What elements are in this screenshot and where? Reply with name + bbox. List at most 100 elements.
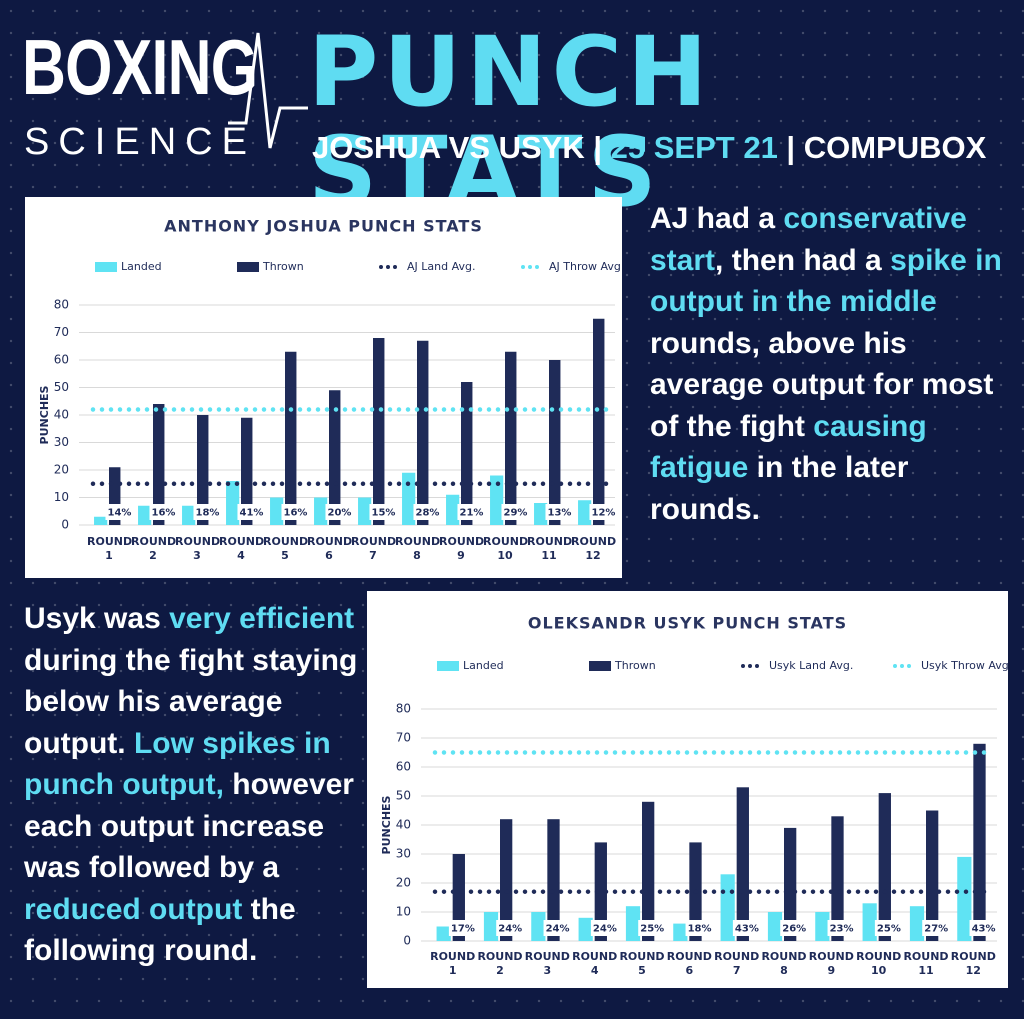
- x-tick-label: ROUND 5: [619, 950, 665, 977]
- data-label-box: [105, 504, 134, 520]
- bar: [461, 382, 473, 525]
- logo-pulse: [228, 32, 308, 149]
- bar: [736, 787, 749, 941]
- bar: [831, 816, 844, 941]
- bar: [549, 360, 561, 525]
- bar: [594, 842, 607, 941]
- text-segment: causing fatigue: [650, 409, 927, 485]
- data-label: 12%: [592, 508, 616, 519]
- x-tick-label: ROUND 7: [351, 535, 397, 562]
- bar: [182, 505, 196, 525]
- data-label: 16%: [152, 508, 176, 519]
- bar: [314, 497, 328, 525]
- data-label-box: [685, 920, 714, 936]
- subtitle: JOSHUA VS USYK | 25 SEPT 21 | COMPUBOX: [312, 128, 986, 168]
- paragraph: Usyk was very efficient during the fight…: [24, 598, 369, 972]
- chart-panel: OLEKSANDR USYK PUNCH STATS PUNCHES Landed T…: [367, 591, 1008, 988]
- y-tick-label: 80: [396, 702, 411, 716]
- legend-label: Landed: [121, 260, 162, 273]
- y-tick-label: 80: [54, 298, 69, 312]
- bar: [862, 903, 877, 941]
- data-label: 41%: [240, 508, 264, 519]
- data-label-box: [281, 504, 310, 520]
- data-label-box: [193, 504, 222, 520]
- text-segment: however each output increase was followe…: [24, 768, 354, 884]
- bar: [531, 912, 546, 941]
- data-label: 15%: [372, 508, 396, 519]
- bar: [197, 415, 209, 525]
- x-tick-label: ROUND 6: [307, 535, 353, 562]
- data-label-box: [448, 920, 477, 936]
- x-tick-label: ROUND 9: [808, 950, 854, 977]
- data-label-box: [827, 920, 856, 936]
- data-label: 18%: [196, 508, 220, 519]
- bar: [625, 906, 641, 941]
- x-tick-label: ROUND 6: [666, 950, 712, 977]
- x-tick-label: ROUND 8: [395, 535, 441, 562]
- data-label: 24%: [546, 924, 570, 935]
- bar: [358, 497, 372, 525]
- x-tick-label: ROUND 2: [131, 535, 177, 562]
- chart: OLEKSANDR USYK PUNCH STATS PUNCHES Landed T…: [380, 614, 1008, 948]
- bar: [547, 819, 560, 941]
- text-segment: very efficient: [169, 602, 355, 635]
- bar: [593, 318, 605, 525]
- data-label: 43%: [972, 924, 996, 935]
- chart-title: ANTHONY JOSHUA PUNCH STATS: [164, 217, 483, 236]
- data-label-box: [237, 504, 266, 520]
- legend-swatch: [437, 661, 459, 671]
- bar: [417, 340, 429, 525]
- data-label: 17%: [451, 924, 475, 935]
- data-label-box: [780, 920, 809, 936]
- text-segment: in the later rounds.: [650, 451, 909, 526]
- data-label: 13%: [548, 508, 572, 519]
- data-label-box: [457, 504, 486, 520]
- data-label: 25%: [877, 924, 901, 935]
- bar: [815, 912, 830, 941]
- y-tick-label: 30: [396, 847, 411, 861]
- y-tick-label: 0: [61, 518, 69, 532]
- data-label-box: [369, 504, 398, 520]
- page-title: PUNCH STATS: [308, 16, 713, 228]
- bar: [909, 906, 925, 941]
- data-label: 27%: [924, 924, 948, 935]
- y-tick-label: 0: [403, 934, 411, 948]
- bar: [329, 390, 341, 525]
- legend-swatch: [237, 262, 259, 272]
- data-label: 18%: [688, 924, 712, 935]
- legend-label: AJ Throw Avg.: [549, 260, 622, 273]
- bar: [285, 351, 297, 525]
- text-segment: during the fight staying below his avera…: [24, 643, 358, 760]
- y-axis-label: PUNCHES: [38, 385, 51, 444]
- legend-label: Thrown: [262, 260, 304, 273]
- logo-bottom: SCIENCE: [24, 121, 256, 163]
- x-tick-label: ROUND 1: [430, 950, 476, 977]
- x-tick-label: ROUND 4: [219, 535, 265, 562]
- data-label: 26%: [782, 924, 806, 935]
- bar: [452, 854, 465, 941]
- y-tick-label: 40: [396, 818, 411, 832]
- bar: [446, 494, 460, 525]
- legend-label: Landed: [463, 659, 504, 672]
- data-label-box: [969, 920, 998, 936]
- data-label-box: [638, 920, 667, 936]
- data-label: 20%: [328, 508, 352, 519]
- data-label-box: [590, 920, 619, 936]
- x-tick-label: ROUND 3: [175, 535, 221, 562]
- bar: [270, 497, 284, 525]
- x-tick-label: ROUND 11: [527, 535, 573, 562]
- bar: [138, 505, 152, 525]
- y-tick-label: 70: [54, 325, 69, 339]
- chart: ANTHONY JOSHUA PUNCH STATS PUNCHES Landed T…: [38, 217, 622, 532]
- bar: [500, 819, 513, 941]
- bar: [153, 404, 165, 525]
- bar: [642, 801, 655, 941]
- y-tick-label: 60: [54, 353, 69, 367]
- logo-top: BOXING: [22, 23, 258, 111]
- y-tick-label: 30: [54, 435, 69, 449]
- chart-panel: ANTHONY JOSHUA PUNCH STATS PUNCHES Landed T…: [25, 197, 622, 578]
- data-label: 28%: [416, 508, 440, 519]
- text-segment: , then had a: [715, 243, 891, 277]
- data-label: 21%: [460, 508, 484, 519]
- bar: [490, 475, 504, 525]
